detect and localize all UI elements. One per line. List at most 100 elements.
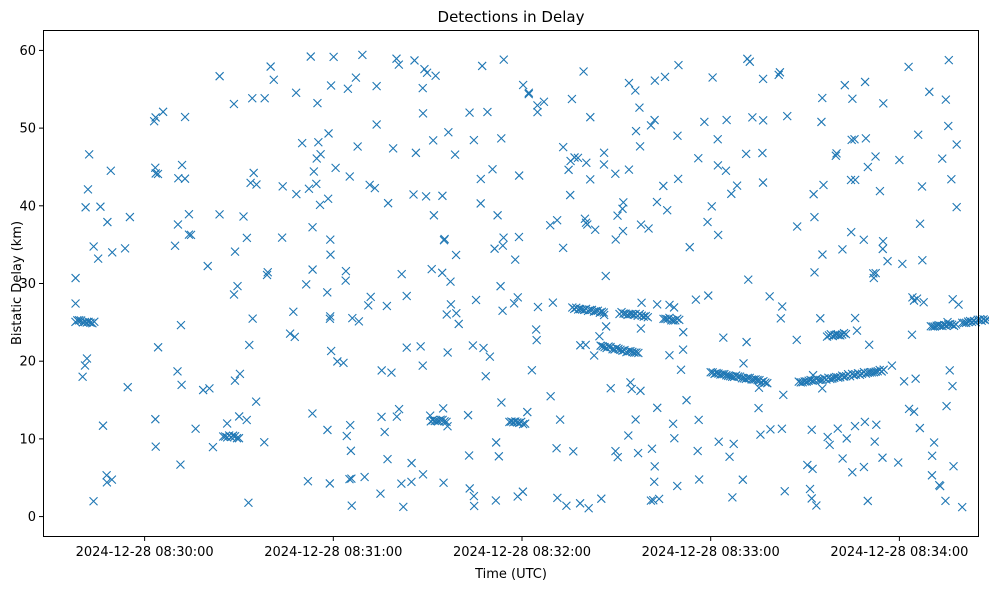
data-point [904, 404, 914, 414]
data-point [377, 412, 386, 422]
data-point [573, 153, 583, 163]
data-point [823, 432, 833, 442]
data-point [935, 481, 945, 491]
data-point [123, 382, 133, 392]
data-point [599, 308, 609, 317]
data-point [979, 314, 988, 324]
data-point [924, 87, 934, 97]
data-point [606, 383, 616, 393]
data-point [107, 247, 117, 257]
data-point [215, 71, 225, 81]
data-point [673, 131, 682, 141]
data-point [596, 494, 606, 504]
data-point [312, 154, 322, 163]
data-point [106, 166, 116, 176]
data-point [762, 378, 772, 388]
data-point [808, 464, 817, 474]
data-point [850, 313, 860, 323]
data-point [454, 319, 464, 329]
data-point [446, 300, 456, 309]
data-point [909, 296, 919, 305]
y-tick-label: 50 [19, 122, 36, 137]
data-point [510, 255, 520, 264]
y-axis-label: Bistatic Delay (km) [10, 221, 25, 345]
data-point [463, 410, 473, 420]
x-tick-label: 2024-12-28 08:32:00 [453, 545, 591, 560]
y-tick-label: 0 [28, 510, 36, 525]
data-point [703, 291, 713, 300]
data-point [850, 421, 860, 431]
data-point [438, 403, 448, 413]
data-point [765, 291, 775, 301]
data-point [871, 420, 881, 430]
data-point [524, 89, 534, 99]
data-point [945, 366, 955, 375]
data-point [623, 431, 633, 440]
data-point [269, 75, 279, 85]
data-point [208, 442, 218, 452]
data-point [957, 502, 967, 512]
data-point [252, 180, 261, 189]
data-point [518, 419, 528, 429]
x-axis-label: Time (UTC) [474, 567, 547, 582]
data-point [810, 212, 819, 222]
x-tick-label: 2024-12-28 08:30:00 [76, 545, 214, 560]
data-point [331, 163, 340, 173]
data-point [951, 320, 961, 329]
data-point [631, 348, 641, 357]
data-point [468, 341, 478, 350]
data-point [370, 183, 380, 193]
chart-title: Detections in Delay [438, 8, 585, 26]
data-point [539, 97, 549, 107]
data-point [291, 88, 301, 98]
data-point [465, 108, 474, 118]
data-point [153, 169, 163, 179]
data-point [601, 322, 611, 331]
data-point [564, 165, 573, 175]
data-point [497, 398, 506, 407]
data-point [366, 292, 376, 302]
data-point [713, 230, 723, 240]
data-point [552, 443, 561, 453]
data-point [102, 477, 112, 487]
data-point [520, 419, 530, 429]
data-point [388, 143, 398, 153]
data-point [722, 115, 732, 125]
data-point [203, 261, 213, 271]
data-point [402, 343, 412, 353]
data-point [326, 250, 335, 260]
data-point [766, 424, 775, 434]
data-point [297, 138, 307, 148]
data-point [618, 226, 628, 236]
data-point [672, 314, 682, 324]
data-point [590, 225, 600, 235]
data-point [627, 309, 637, 319]
data-point [180, 112, 190, 122]
data-point [437, 268, 447, 278]
data-point [627, 384, 637, 394]
data-point [729, 439, 739, 449]
data-point [416, 341, 426, 351]
data-point [235, 369, 245, 379]
data-point [402, 291, 412, 301]
data-point [652, 299, 662, 309]
data-point [613, 452, 623, 462]
data-point [509, 298, 519, 308]
data-point [234, 412, 244, 421]
data-point [343, 84, 353, 94]
data-point [244, 498, 253, 508]
data-point [850, 134, 859, 144]
data-point [372, 120, 382, 129]
data-point [899, 376, 909, 386]
data-point [311, 179, 321, 189]
data-point [927, 451, 937, 461]
data-point [479, 343, 488, 353]
y-tick-label: 10 [19, 432, 36, 447]
data-point [431, 71, 440, 81]
data-point [721, 166, 731, 176]
data-point [676, 365, 686, 375]
data-point [102, 470, 112, 480]
data-point [825, 440, 835, 450]
data-point [477, 61, 487, 71]
